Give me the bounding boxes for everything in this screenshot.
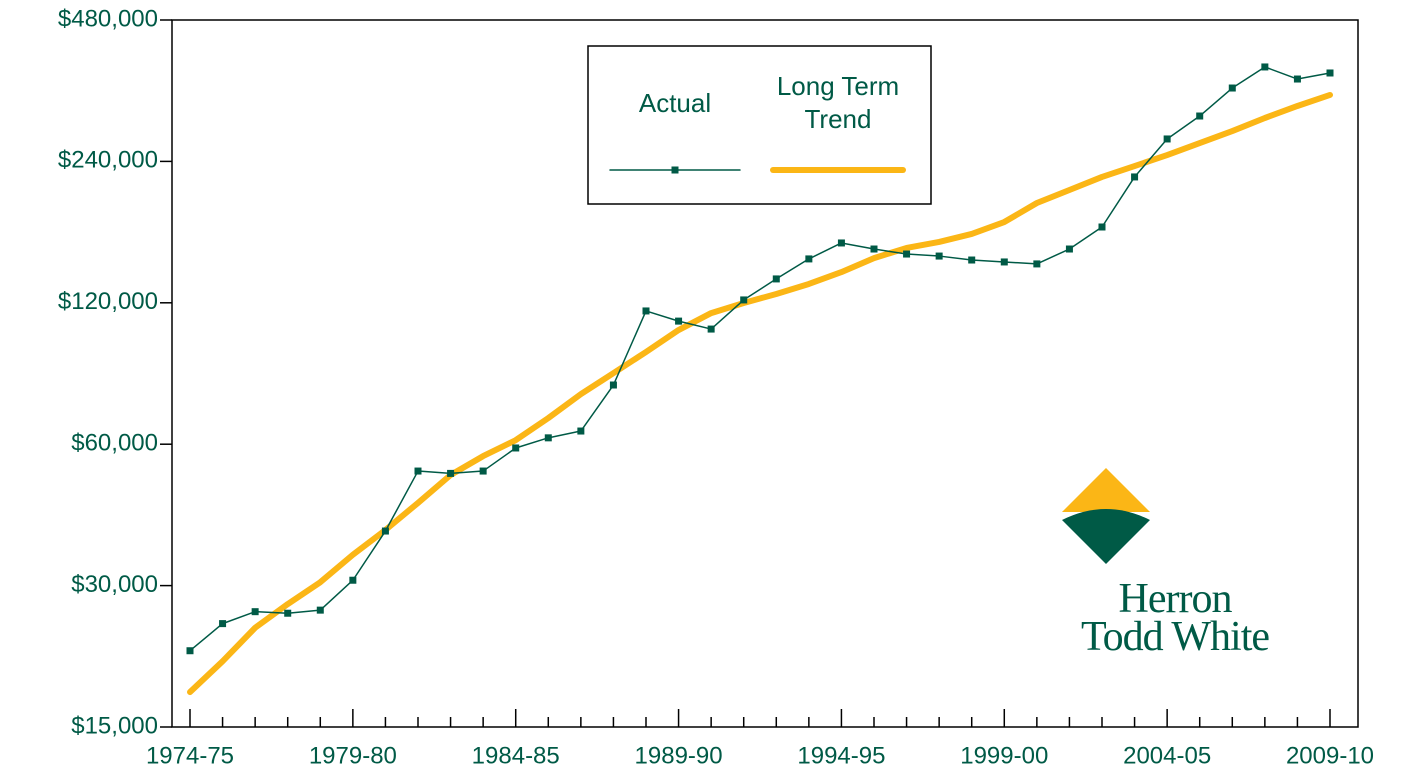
x-tick-label: 1984-85 bbox=[472, 742, 560, 769]
y-tick-label: $30,000 bbox=[71, 571, 158, 598]
data-point bbox=[1000, 258, 1008, 266]
data-point bbox=[935, 252, 943, 260]
legend-marker bbox=[671, 166, 679, 174]
data-point bbox=[544, 434, 552, 442]
data-point bbox=[642, 307, 650, 315]
data-point bbox=[251, 608, 259, 616]
y-tick-label: $240,000 bbox=[58, 147, 158, 174]
data-point bbox=[316, 606, 324, 614]
logo-top-curve bbox=[1062, 501, 1150, 512]
data-point bbox=[1228, 84, 1236, 92]
data-point bbox=[577, 427, 585, 435]
legend-label: Actual bbox=[638, 88, 712, 118]
y-tick-label: $480,000 bbox=[58, 5, 158, 32]
legend-box bbox=[587, 45, 932, 205]
data-point bbox=[707, 325, 715, 333]
data-point bbox=[447, 469, 455, 477]
data-point bbox=[1131, 173, 1139, 181]
x-tick-label: 1979-80 bbox=[309, 742, 397, 769]
x-tick-label: 1994-95 bbox=[797, 742, 885, 769]
data-point bbox=[1261, 63, 1269, 71]
data-point bbox=[805, 255, 813, 263]
data-point bbox=[512, 444, 520, 452]
y-tick-label: $60,000 bbox=[71, 430, 158, 457]
series-line bbox=[189, 66, 1331, 652]
x-tick-label: 2009-10 bbox=[1286, 742, 1374, 769]
x-tick-label: 1989-90 bbox=[635, 742, 723, 769]
x-tick-label: 1974-75 bbox=[146, 742, 234, 769]
data-point bbox=[870, 245, 878, 253]
data-point bbox=[1326, 69, 1334, 77]
logo-bottom bbox=[1062, 509, 1150, 564]
data-point bbox=[1293, 75, 1301, 83]
data-point bbox=[219, 620, 227, 628]
data-point bbox=[772, 275, 780, 283]
data-point bbox=[284, 609, 292, 617]
data-point bbox=[903, 250, 911, 258]
logo-top bbox=[1062, 468, 1150, 512]
y-tick-label: $15,000 bbox=[71, 712, 158, 739]
x-tick-label: 1999-00 bbox=[960, 742, 1048, 769]
data-point bbox=[414, 467, 422, 475]
data-point bbox=[1196, 112, 1204, 120]
data-point bbox=[479, 467, 487, 475]
legend-label: Long Term Trend bbox=[776, 71, 900, 134]
y-tick-label: $120,000 bbox=[58, 288, 158, 315]
series-line bbox=[187, 91, 1333, 696]
logo-text: Herron bbox=[1118, 576, 1233, 622]
x-tick-label: 2004-05 bbox=[1123, 742, 1211, 769]
plot-frame bbox=[171, 19, 1359, 728]
data-point bbox=[968, 256, 976, 264]
data-point bbox=[1098, 223, 1106, 231]
data-point bbox=[381, 527, 389, 535]
data-point bbox=[609, 381, 617, 389]
data-point bbox=[1163, 135, 1171, 143]
data-point bbox=[349, 576, 357, 584]
data-point bbox=[675, 317, 683, 325]
logo-text: Todd White bbox=[1080, 614, 1270, 660]
data-point bbox=[1033, 260, 1041, 268]
data-point bbox=[1065, 245, 1073, 253]
data-point bbox=[837, 239, 845, 247]
data-point bbox=[186, 647, 194, 655]
data-point bbox=[740, 296, 748, 304]
